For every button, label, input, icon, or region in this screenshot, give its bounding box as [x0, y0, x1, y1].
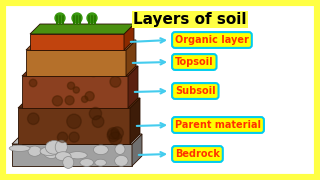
Text: Topsoil: Topsoil: [175, 57, 214, 67]
Ellipse shape: [115, 144, 125, 154]
Ellipse shape: [93, 145, 108, 155]
Polygon shape: [30, 24, 134, 34]
Ellipse shape: [40, 147, 59, 156]
Circle shape: [34, 52, 44, 62]
Ellipse shape: [55, 152, 71, 161]
Polygon shape: [18, 98, 140, 108]
Circle shape: [65, 96, 74, 105]
Circle shape: [29, 79, 37, 87]
Circle shape: [42, 62, 50, 70]
Text: Organic layer: Organic layer: [175, 35, 249, 45]
Ellipse shape: [9, 145, 30, 151]
Polygon shape: [18, 108, 130, 144]
FancyBboxPatch shape: [4, 4, 316, 176]
Circle shape: [88, 65, 100, 76]
Text: Layers of soil: Layers of soil: [133, 12, 247, 27]
Ellipse shape: [44, 146, 59, 159]
Ellipse shape: [63, 156, 74, 168]
Circle shape: [28, 113, 39, 125]
Circle shape: [57, 132, 68, 142]
Circle shape: [81, 65, 88, 72]
Ellipse shape: [115, 155, 128, 166]
Circle shape: [60, 51, 71, 61]
Ellipse shape: [68, 152, 87, 159]
Ellipse shape: [95, 159, 106, 166]
Circle shape: [45, 62, 54, 71]
Polygon shape: [12, 134, 142, 144]
Circle shape: [108, 128, 119, 139]
Polygon shape: [26, 40, 136, 50]
Circle shape: [100, 64, 108, 71]
Text: Bedrock: Bedrock: [175, 149, 220, 159]
Polygon shape: [26, 50, 126, 76]
Ellipse shape: [80, 159, 93, 166]
Polygon shape: [30, 34, 124, 50]
Circle shape: [85, 92, 94, 101]
Ellipse shape: [45, 141, 63, 154]
Polygon shape: [130, 98, 140, 144]
Polygon shape: [22, 76, 128, 108]
Polygon shape: [22, 66, 138, 76]
Polygon shape: [128, 66, 138, 108]
Text: Subsoil: Subsoil: [175, 86, 216, 96]
Circle shape: [66, 62, 75, 71]
Circle shape: [55, 13, 65, 23]
Circle shape: [68, 82, 75, 89]
Circle shape: [92, 116, 104, 127]
Circle shape: [89, 107, 102, 120]
Circle shape: [82, 96, 88, 102]
Circle shape: [69, 132, 79, 142]
Circle shape: [72, 13, 82, 23]
Circle shape: [107, 129, 119, 142]
Text: Parent material: Parent material: [175, 120, 261, 130]
Circle shape: [111, 127, 124, 139]
Circle shape: [109, 132, 122, 145]
Circle shape: [110, 76, 121, 87]
Ellipse shape: [55, 140, 67, 154]
Polygon shape: [132, 134, 142, 166]
Circle shape: [67, 114, 81, 129]
Circle shape: [52, 96, 62, 106]
Polygon shape: [124, 24, 134, 50]
Ellipse shape: [28, 146, 41, 156]
Polygon shape: [126, 40, 136, 76]
Circle shape: [87, 13, 97, 23]
Polygon shape: [12, 144, 132, 166]
Circle shape: [73, 87, 79, 93]
